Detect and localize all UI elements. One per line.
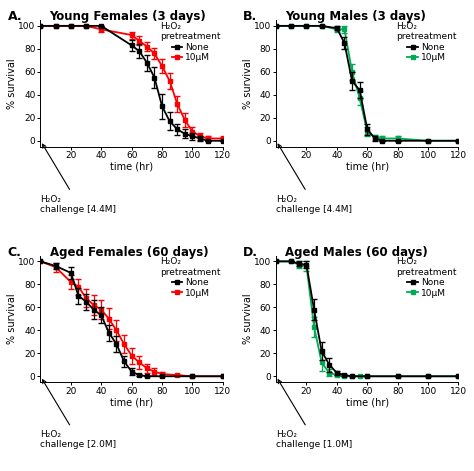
Text: A.: A. <box>8 10 22 23</box>
Text: H₂O₂
challenge [4.4M]: H₂O₂ challenge [4.4M] <box>276 144 352 214</box>
Y-axis label: % survival: % survival <box>243 293 253 344</box>
Text: D.: D. <box>243 245 258 259</box>
Legend: None, 10μM: None, 10μM <box>395 21 457 63</box>
Text: Young Males (3 days): Young Males (3 days) <box>285 10 426 23</box>
X-axis label: time (hr): time (hr) <box>346 397 389 407</box>
Legend: None, 10μM: None, 10μM <box>395 257 457 299</box>
X-axis label: time (hr): time (hr) <box>346 162 389 172</box>
Text: H₂O₂
challenge [1.0M]: H₂O₂ challenge [1.0M] <box>276 380 352 449</box>
Legend: None, 10μM: None, 10μM <box>160 257 222 299</box>
Text: B.: B. <box>243 10 257 23</box>
X-axis label: time (hr): time (hr) <box>110 397 153 407</box>
Text: Aged Females (60 days): Aged Females (60 days) <box>50 245 208 259</box>
Text: H₂O₂
challenge [2.0M]: H₂O₂ challenge [2.0M] <box>40 380 117 449</box>
Y-axis label: % survival: % survival <box>7 293 17 344</box>
Text: Aged Males (60 days): Aged Males (60 days) <box>285 245 428 259</box>
Text: C.: C. <box>8 245 21 259</box>
Y-axis label: % survival: % survival <box>7 58 17 109</box>
Text: H₂O₂
challenge [4.4M]: H₂O₂ challenge [4.4M] <box>40 144 117 214</box>
Y-axis label: % survival: % survival <box>243 58 253 109</box>
Legend: None, 10μM: None, 10μM <box>160 21 222 63</box>
X-axis label: time (hr): time (hr) <box>110 162 153 172</box>
Text: Young Females (3 days): Young Females (3 days) <box>50 10 206 23</box>
